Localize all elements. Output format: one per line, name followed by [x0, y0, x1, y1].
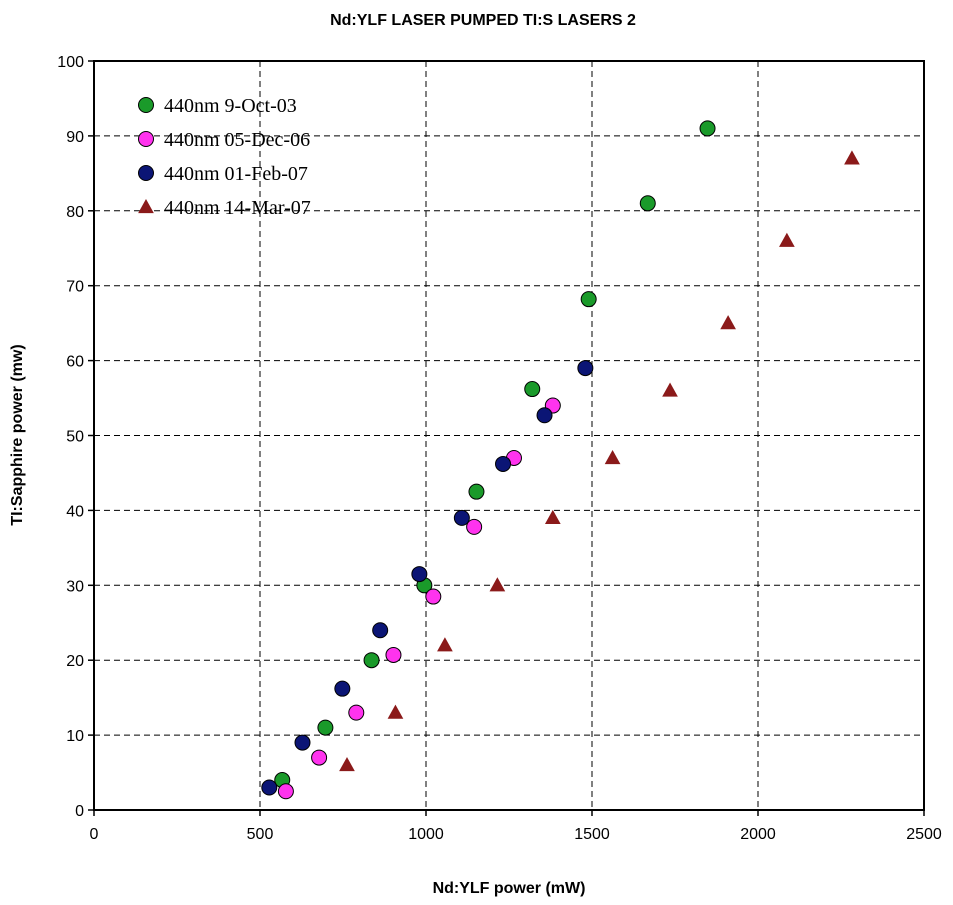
data-point: [466, 518, 483, 535]
data-point: [453, 509, 470, 526]
data-points: [261, 120, 860, 800]
y-tick-label: 40: [66, 503, 84, 520]
data-point: [261, 779, 278, 796]
x-tick-label: 2000: [740, 826, 776, 843]
data-point: [720, 315, 736, 330]
x-tick-label: 1500: [574, 826, 610, 843]
data-point: [311, 749, 328, 766]
data-point: [334, 680, 351, 697]
data-point: [411, 566, 428, 583]
data-point: [699, 120, 716, 137]
legend-marker: [138, 97, 154, 113]
x-tick-label: 0: [90, 826, 99, 843]
data-point: [536, 407, 553, 424]
data-point: [437, 637, 453, 652]
data-point: [639, 195, 656, 212]
data-point: [317, 719, 334, 736]
data-point: [363, 652, 380, 669]
chart-title: Nd:YLF LASER PUMPED TI:S LASERS 2: [330, 12, 636, 29]
y-tick-label: 0: [75, 803, 84, 820]
legend-marker: [138, 165, 154, 181]
y-tick-label: 30: [66, 578, 84, 595]
data-point: [779, 232, 795, 247]
data-point: [489, 577, 506, 592]
data-point: [580, 291, 597, 308]
gridlines: [94, 61, 924, 810]
data-point: [544, 509, 561, 524]
data-point: [277, 783, 294, 800]
data-point: [662, 382, 678, 397]
data-point: [604, 449, 621, 465]
x-tick-label: 500: [247, 826, 274, 843]
data-point: [844, 150, 860, 165]
y-tick-label: 20: [66, 653, 84, 670]
data-point: [577, 360, 594, 377]
data-point: [339, 757, 355, 772]
y-tick-label: 90: [66, 129, 84, 146]
y-axis-label: TI:Sapphire power (mw): [9, 344, 26, 525]
legend-entry-label: 440nm 05-Dec-06: [164, 129, 310, 151]
y-tick-label: 60: [66, 354, 84, 371]
data-point: [372, 622, 389, 639]
y-tick-label: 80: [66, 204, 84, 221]
data-point: [385, 646, 402, 663]
data-point: [495, 455, 512, 472]
data-point: [468, 483, 485, 500]
data-point: [425, 588, 442, 605]
data-point: [524, 381, 541, 398]
y-tick-label: 100: [57, 54, 84, 71]
data-point: [387, 704, 404, 719]
legend-entry-label: 440nm 14-Mar-07: [164, 197, 311, 219]
x-tick-label: 1000: [408, 826, 444, 843]
y-tick-label: 70: [66, 279, 84, 296]
y-tick-label: 50: [66, 429, 84, 446]
legend-marker: [138, 198, 154, 214]
x-axis-label: Nd:YLF power (mW): [433, 880, 586, 897]
legend-marker: [138, 131, 154, 147]
y-tick-label: 10: [66, 728, 84, 745]
x-tick-label: 2500: [906, 826, 942, 843]
legend-entry-label: 440nm 9-Oct-03: [164, 95, 297, 117]
data-point: [348, 704, 365, 721]
data-point: [294, 734, 311, 751]
legend-entry-label: 440nm 01-Feb-07: [164, 163, 308, 185]
legend: 440nm 9-Oct-03 440nm 05-Dec-06 440nm 01-Fe…: [138, 95, 311, 219]
